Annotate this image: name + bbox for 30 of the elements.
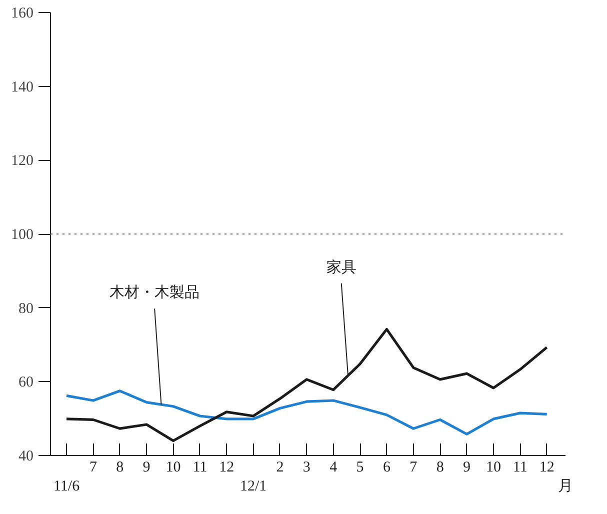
x-tick-label: 7: [89, 460, 98, 476]
text: 木材・木製品: [110, 284, 200, 302]
x-tick-label: 4: [330, 460, 338, 476]
x-axis-title: 月: [558, 478, 573, 495]
text: 家具: [326, 258, 356, 276]
x-tick-label: 10: [486, 460, 501, 476]
y-tick-label: 100: [11, 227, 34, 243]
y-tick-label: 160: [11, 6, 34, 22]
x-tick-label: 8: [436, 460, 444, 476]
x-tick-label: 5: [356, 460, 364, 476]
x-tick-label: 2: [276, 460, 284, 476]
y-tick-label: 40: [18, 448, 34, 464]
y-tick-label: 80: [18, 300, 34, 317]
x-tick-label: 12/1: [240, 478, 267, 495]
x-tick-label: 6: [382, 460, 391, 476]
x-tick-label: 8: [116, 460, 124, 476]
line-series: [65, 390, 548, 436]
x-tick-label: 3: [302, 460, 310, 476]
x-tick-label: 11: [192, 460, 208, 476]
y-tick-label: 60: [18, 374, 34, 391]
x-tick-label: 11: [512, 460, 528, 476]
x-tick-label: 11/6: [53, 478, 80, 495]
x-tick-label: 9: [142, 460, 150, 476]
x-tick-label: 12: [539, 460, 554, 476]
x-tick-label: 7: [410, 460, 418, 476]
x-tick-label: 10: [166, 460, 181, 476]
x-tick-label: 9: [463, 460, 471, 476]
x-tick-label: 12: [219, 460, 234, 476]
y-tick-label: 120: [11, 153, 34, 170]
y-tick-label: 140: [11, 79, 34, 96]
